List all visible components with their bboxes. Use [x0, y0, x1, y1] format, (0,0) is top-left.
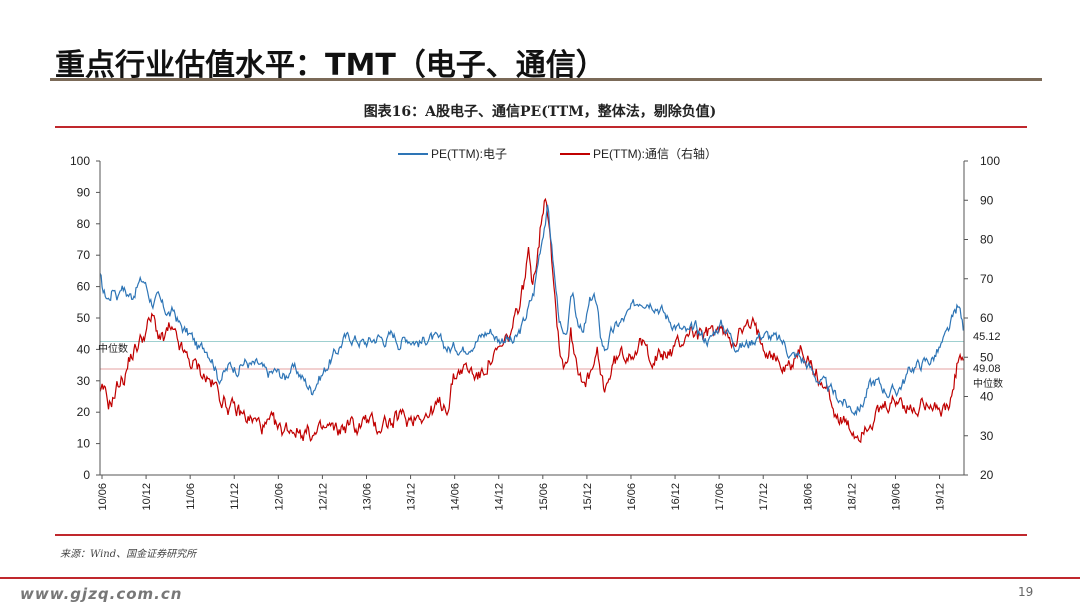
x-tick-label: 16/06 [626, 483, 638, 511]
page-number: 19 [1018, 585, 1034, 599]
x-tick-label: 19/06 [890, 483, 902, 511]
y-right-tick-label: 30 [980, 429, 994, 443]
y-right-tick-label: 50 [980, 350, 994, 364]
y-right-tick-label: 60 [980, 311, 994, 325]
x-tick-label: 13/12 [406, 483, 418, 511]
x-tick-label: 14/06 [450, 483, 462, 511]
y-right-tick-label: 70 [980, 272, 994, 286]
y-left-tick-label: 50 [77, 311, 91, 325]
y-left-tick-label: 100 [70, 154, 90, 168]
y-right-tick-label: 90 [980, 193, 994, 207]
y-right-tick-label: 20 [980, 468, 994, 482]
x-tick-label: 11/06 [185, 483, 197, 510]
source-note: 来源：Wind、国金证券研究所 [60, 549, 197, 560]
y-right-tick-label: 40 [980, 390, 994, 404]
electronics-pe-line [99, 204, 964, 417]
median-label-left: 中位数 [98, 342, 128, 355]
x-tick-label: 12/06 [273, 483, 285, 511]
y-left-tick-label: 40 [77, 342, 91, 356]
median-lines [100, 341, 964, 370]
annotations: 中位数 45.12 49.08 中位数 [98, 331, 1003, 390]
x-tick-label: 11/12 [229, 483, 241, 510]
x-tick-label: 15/06 [538, 483, 550, 511]
x-tick-label: 19/12 [935, 483, 947, 511]
y-left-tick-label: 20 [77, 405, 91, 419]
chart-legend: PE(TTM):电子 PE(TTM):通信（右轴） [398, 146, 717, 161]
x-tick-label: 17/06 [714, 483, 726, 511]
figure-bottom-rule [55, 534, 1027, 536]
x-tick-label: 10/06 [97, 483, 109, 511]
y-left-tick-label: 60 [77, 280, 91, 294]
slide-title: 重点行业估值水平：TMT（电子、通信） [55, 48, 606, 83]
x-tick-label: 12/12 [317, 483, 329, 511]
x-tick-label: 18/12 [846, 483, 858, 511]
y-left-tick-label: 80 [77, 217, 91, 231]
figure-top-rule [55, 126, 1027, 128]
x-tick-label: 18/06 [802, 483, 814, 511]
x-tick-label: 15/12 [582, 483, 594, 511]
legend-label-electronics: PE(TTM):电子 [431, 147, 507, 161]
y-left-tick-label: 70 [77, 248, 91, 262]
x-tick-label: 17/12 [758, 483, 770, 511]
electronics-last-value: 45.12 [973, 331, 1001, 343]
y-left-tick-label: 90 [77, 185, 91, 199]
y-left-tick-label: 30 [77, 374, 91, 388]
website-link[interactable]: www.gjzq.com.cn [20, 585, 183, 603]
telecom-pe-line [99, 197, 964, 444]
y-right-tick-label: 100 [980, 154, 1000, 168]
figure-title: 图表16：A股电子、通信PE(TTM，整体法，剔除负值) [363, 104, 717, 120]
y-left-tick-label: 0 [83, 468, 90, 482]
x-tick-label: 14/12 [494, 483, 506, 511]
legend-label-telecom: PE(TTM):通信（右轴） [593, 146, 717, 161]
x-tick-label: 16/12 [670, 483, 682, 511]
footer-rule [0, 577, 1080, 579]
median-label-right: 中位数 [973, 377, 1003, 390]
y-right-tick-label: 80 [980, 233, 994, 247]
series-lines [99, 197, 964, 444]
x-tick-label: 13/06 [361, 483, 373, 511]
y-left-tick-label: 10 [77, 437, 91, 451]
x-tick-label: 10/12 [141, 483, 153, 511]
title-divider [50, 78, 1042, 81]
telecom-last-value: 49.08 [973, 363, 1001, 375]
axes: 0 10 20 30 40 50 60 70 80 90 100 20 30 40 50 60 70 80 90 10… [70, 154, 1000, 511]
